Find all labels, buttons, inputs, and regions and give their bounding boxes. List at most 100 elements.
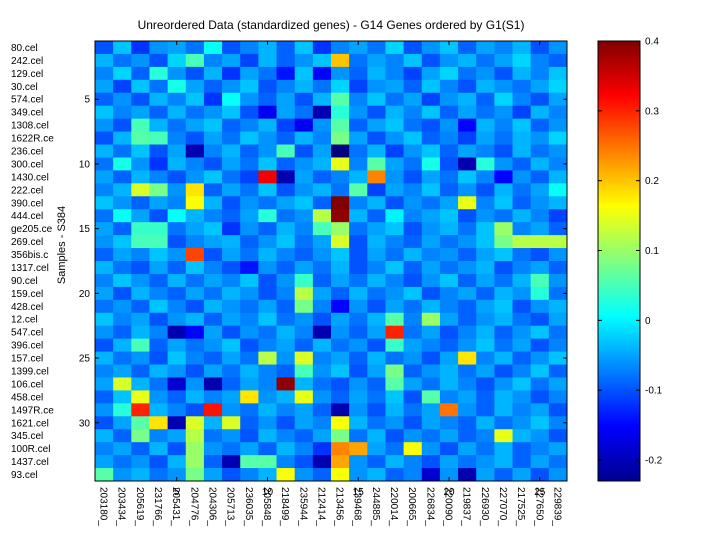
heatmap-cell <box>276 312 296 327</box>
heatmap-cell <box>421 364 441 378</box>
heatmap-cell <box>167 183 187 197</box>
heatmap-cell <box>131 144 150 158</box>
heatmap-cell <box>95 53 114 68</box>
heatmap-cell <box>276 286 296 301</box>
heatmap-cell <box>185 429 205 443</box>
heatmap-cell <box>167 416 187 430</box>
heatmap-cell <box>113 390 132 404</box>
heatmap-cell <box>185 131 205 145</box>
heatmap-cell <box>403 416 423 430</box>
heatmap-cell <box>458 286 477 301</box>
heatmap-cell <box>349 248 368 262</box>
heatmap-cell <box>403 312 423 327</box>
heatmap-cell <box>512 53 532 68</box>
heatmap-cell <box>403 118 423 132</box>
heatmap-cell <box>367 248 386 262</box>
chart-title: Unreordered Data (standardized genes) - … <box>138 18 525 32</box>
heatmap-cell <box>131 338 150 352</box>
heatmap-cell <box>276 196 296 210</box>
heatmap-cell <box>294 403 314 417</box>
heatmap-cell <box>240 118 259 132</box>
heatmap-cell <box>439 429 459 443</box>
heatmap-cell <box>240 183 259 197</box>
heatmap-cell <box>458 312 477 327</box>
heatmap-cell <box>458 390 477 404</box>
heatmap-cell <box>530 455 550 469</box>
heatmap-cell <box>512 157 532 171</box>
row-label: 356bis.c <box>11 250 48 261</box>
heatmap-cell <box>367 390 386 404</box>
heatmap-cell <box>276 377 296 391</box>
heatmap-cell <box>385 325 405 340</box>
heatmap-cell <box>185 403 205 417</box>
heatmap-cell <box>349 429 368 443</box>
heatmap-cell <box>131 157 150 171</box>
heatmap-cell <box>113 170 132 184</box>
heatmap-cell <box>113 248 132 262</box>
heatmap-cell <box>331 41 350 55</box>
heatmap-cell <box>385 273 405 288</box>
heatmap-cell <box>185 442 205 456</box>
heatmap-cell <box>548 442 568 456</box>
heatmap-cell <box>294 377 314 391</box>
heatmap-cell <box>185 286 205 301</box>
heatmap-cell <box>149 66 169 81</box>
heatmap-cell <box>548 53 568 68</box>
heatmap-cell <box>530 286 550 301</box>
row-label: 242.cel <box>11 56 43 67</box>
heatmap-cell <box>439 53 459 68</box>
heatmap-cell <box>476 183 495 197</box>
heatmap-cell <box>476 196 495 210</box>
heatmap-cell <box>548 338 568 352</box>
heatmap-cell <box>276 390 296 404</box>
row-number-ticks: 5 10 15 20 25 30 <box>79 95 567 429</box>
heatmap-cell <box>331 455 350 469</box>
heatmap-cell <box>548 403 568 417</box>
heatmap-cell <box>331 222 350 236</box>
heatmap-cell <box>403 131 423 145</box>
heatmap-cell <box>312 338 332 352</box>
heatmap-cell <box>439 442 459 456</box>
heatmap-cell <box>276 79 296 94</box>
row-label: 1622R.ce <box>11 134 54 145</box>
heatmap-cell <box>530 131 550 145</box>
heatmap-cell <box>294 105 314 120</box>
heatmap-cell <box>494 196 513 210</box>
heatmap-cell <box>439 92 459 107</box>
heatmap-cell <box>494 53 513 68</box>
heatmap-cell <box>203 53 223 68</box>
heatmap-cell <box>258 41 277 55</box>
heatmap-cell <box>276 144 296 158</box>
colorbar-ticks: -0.2 -0.1 0 0.1 0.2 0.3 0.4 <box>598 37 663 467</box>
heatmap-cell <box>113 92 132 107</box>
heatmap-cell <box>349 92 368 107</box>
heatmap-cell <box>331 377 350 391</box>
heatmap-cell <box>294 66 314 81</box>
heatmap-cell <box>294 41 314 55</box>
heatmap-cell <box>458 377 477 391</box>
row-label: 1621.cel <box>11 418 49 429</box>
heatmap-cell <box>458 273 477 288</box>
heatmap-cell <box>530 299 550 314</box>
heatmap-cell <box>458 118 477 132</box>
heatmap-cell <box>113 53 132 68</box>
heatmap-cell <box>476 157 495 171</box>
heatmap-cell <box>312 429 332 443</box>
heatmap-cell <box>167 131 187 145</box>
row-label: 345.cel <box>11 431 43 442</box>
heatmap-cell <box>222 41 241 55</box>
heatmap-cell <box>113 273 132 288</box>
heatmap-cell <box>331 209 350 223</box>
column-label: 235944_ <box>297 487 308 526</box>
heatmap-cell <box>149 170 169 184</box>
heatmap-cell <box>439 157 459 171</box>
heatmap-cell <box>367 429 386 443</box>
heatmap-cell <box>530 261 550 275</box>
heatmap-cell <box>95 92 114 107</box>
heatmap-cell <box>421 222 441 236</box>
heatmap-cell <box>131 455 150 469</box>
row-label: 396.cel <box>11 341 43 352</box>
heatmap-cell <box>240 41 259 55</box>
heatmap-cell <box>512 416 532 430</box>
heatmap-cell <box>367 416 386 430</box>
